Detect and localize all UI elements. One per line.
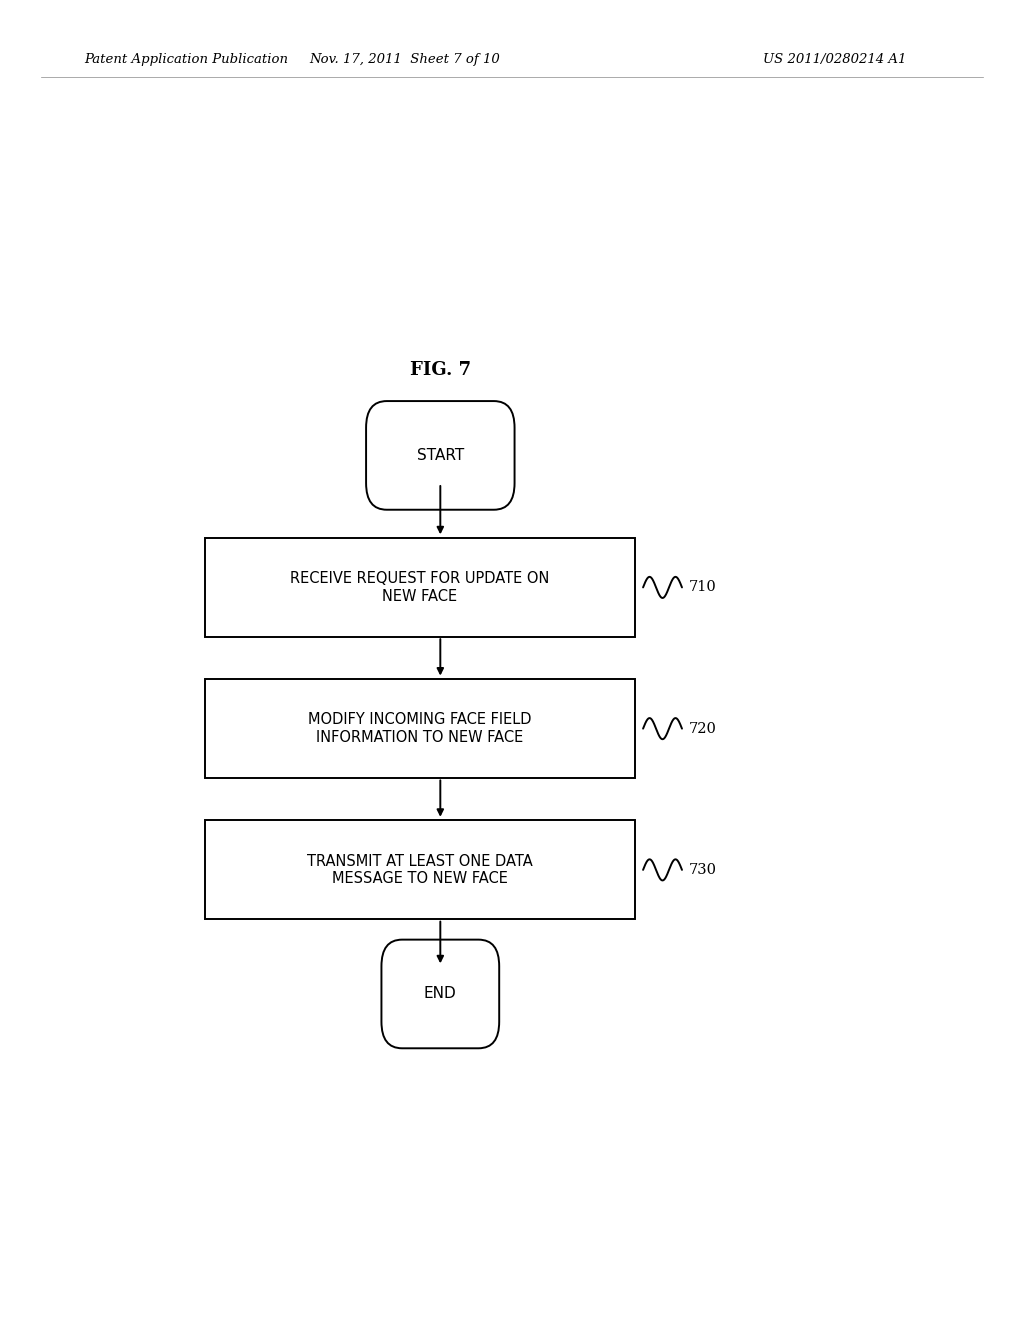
Text: 720: 720 xyxy=(689,722,717,735)
FancyBboxPatch shape xyxy=(381,940,500,1048)
Text: Nov. 17, 2011  Sheet 7 of 10: Nov. 17, 2011 Sheet 7 of 10 xyxy=(309,53,500,66)
Text: START: START xyxy=(417,447,464,463)
Text: RECEIVE REQUEST FOR UPDATE ON
NEW FACE: RECEIVE REQUEST FOR UPDATE ON NEW FACE xyxy=(290,572,550,603)
FancyBboxPatch shape xyxy=(205,820,635,919)
Text: MODIFY INCOMING FACE FIELD
INFORMATION TO NEW FACE: MODIFY INCOMING FACE FIELD INFORMATION T… xyxy=(308,713,531,744)
Text: TRANSMIT AT LEAST ONE DATA
MESSAGE TO NEW FACE: TRANSMIT AT LEAST ONE DATA MESSAGE TO NE… xyxy=(307,854,532,886)
FancyBboxPatch shape xyxy=(205,539,635,636)
Text: 710: 710 xyxy=(689,581,717,594)
Text: FIG. 7: FIG. 7 xyxy=(410,360,471,379)
Text: END: END xyxy=(424,986,457,1002)
Text: US 2011/0280214 A1: US 2011/0280214 A1 xyxy=(763,53,906,66)
FancyBboxPatch shape xyxy=(205,678,635,777)
Text: 730: 730 xyxy=(689,863,717,876)
FancyBboxPatch shape xyxy=(367,401,514,510)
Text: Patent Application Publication: Patent Application Publication xyxy=(84,53,288,66)
